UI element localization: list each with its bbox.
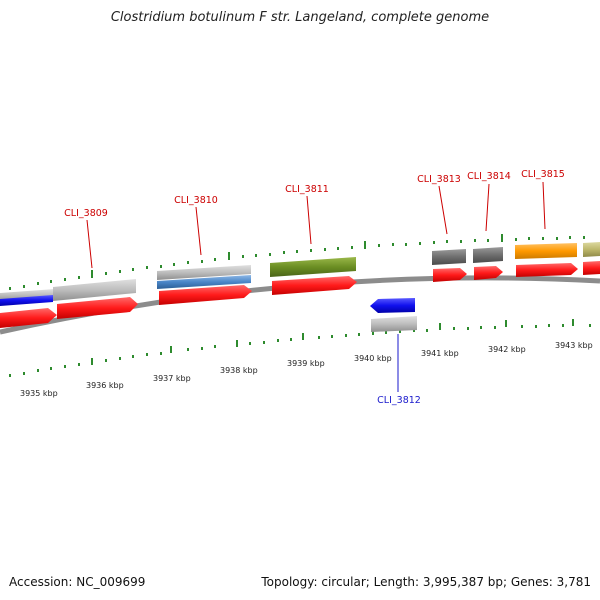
scale-label: 3935 kbp xyxy=(20,389,58,398)
feature-track-upper xyxy=(0,242,600,306)
cds-track-forward xyxy=(0,261,600,328)
feature-steelblue[interactable] xyxy=(157,275,251,289)
gene-label[interactable]: CLI_3811 xyxy=(285,184,329,195)
feature-blue-forward[interactable] xyxy=(0,295,53,306)
feature-darkgray[interactable] xyxy=(432,249,466,265)
scale-label: 3939 kbp xyxy=(287,359,325,368)
cds-arrow[interactable] xyxy=(474,266,503,280)
feature-gray[interactable] xyxy=(53,279,136,301)
label-leaders xyxy=(86,181,546,392)
scale-label: 3941 kbp xyxy=(421,349,459,358)
gene-label[interactable]: CLI_3810 xyxy=(174,195,218,206)
leader-line xyxy=(195,206,202,256)
leader-line xyxy=(438,185,448,235)
gene-labels: CLI_3809 CLI_3810 CLI_3811 CLI_3812 CLI_… xyxy=(64,169,565,406)
feature-khaki[interactable] xyxy=(583,242,600,257)
gene-label[interactable]: CLI_3813 xyxy=(417,174,461,185)
feature-gray-reverse[interactable] xyxy=(371,316,417,332)
scale-label: 3940 kbp xyxy=(354,354,392,363)
leader-line xyxy=(485,183,490,232)
scale-label: 3936 kbp xyxy=(86,381,124,390)
gene-label[interactable]: CLI_3815 xyxy=(521,169,565,180)
cds-arrow[interactable] xyxy=(516,263,578,277)
leader-line xyxy=(542,181,546,230)
cds-arrow[interactable] xyxy=(433,268,467,282)
feature-gray[interactable] xyxy=(157,265,251,280)
feature-darkgray[interactable] xyxy=(473,247,503,263)
genome-summary: Topology: circular; Length: 3,995,387 bp… xyxy=(261,575,591,589)
accession-label: Accession: NC_009699 xyxy=(9,575,146,589)
gene-label[interactable]: CLI_3812 xyxy=(377,395,421,406)
scale-labels: 3935 kbp 3936 kbp 3937 kbp 3938 kbp 3939… xyxy=(20,341,593,398)
lower-tick-track xyxy=(9,319,591,377)
gene-label[interactable]: CLI_3809 xyxy=(64,208,108,219)
cds-arrow[interactable] xyxy=(272,276,357,295)
scale-label: 3938 kbp xyxy=(220,366,258,375)
leader-line xyxy=(306,195,312,245)
leader-line xyxy=(86,219,93,269)
scale-label: 3943 kbp xyxy=(555,341,593,350)
upper-tick-track xyxy=(9,234,585,290)
cds-arrow[interactable] xyxy=(57,297,138,319)
map-title: Clostridium botulinum F str. Langeland, … xyxy=(110,10,490,25)
feature-olivegreen[interactable] xyxy=(270,257,356,277)
gene-label[interactable]: CLI_3814 xyxy=(467,171,511,182)
cds-arrow[interactable] xyxy=(0,308,57,328)
cds-arrow[interactable] xyxy=(159,285,252,305)
cds-arrow[interactable] xyxy=(583,261,600,275)
scale-label: 3937 kbp xyxy=(153,374,191,383)
feature-orange[interactable] xyxy=(515,243,577,259)
scale-label: 3942 kbp xyxy=(488,345,526,354)
cds-arrow-reverse[interactable] xyxy=(370,298,415,313)
reverse-track xyxy=(370,298,417,332)
